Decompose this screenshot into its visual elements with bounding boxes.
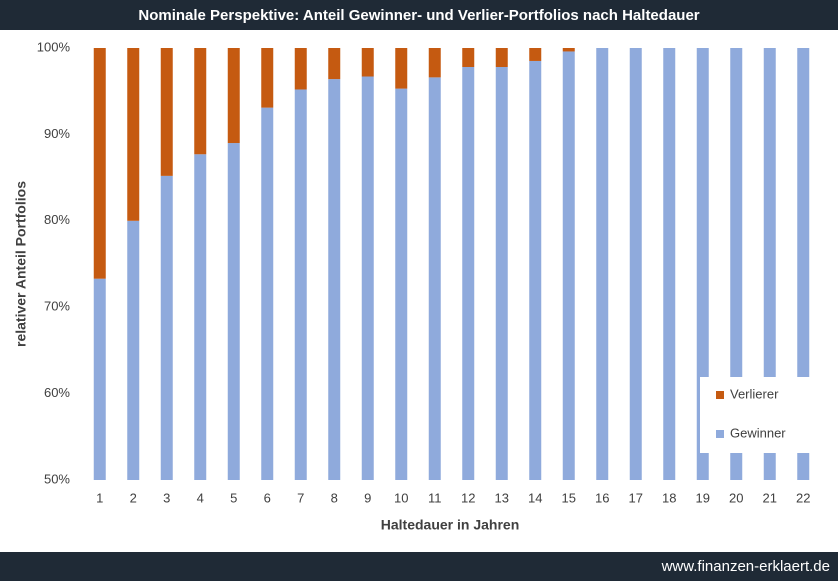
x-tick-label: 9 [364,490,371,505]
bar-segment [696,48,709,480]
bar-segment [127,220,140,481]
y-tick-label: 60% [44,385,70,400]
bar-segment [328,79,341,480]
bar-segment [763,48,776,480]
bar-segment [194,48,207,155]
x-tick-label: 8 [331,490,338,505]
legend-label: Verlierer [730,386,779,401]
bar-segment [160,48,173,176]
x-tick-label: 3 [163,490,170,505]
bar-segment [261,107,274,480]
bar-segment [395,88,408,480]
x-tick-label: 19 [696,490,710,505]
y-axis-title: relativer Anteil Portfolios [13,181,29,347]
legend-swatch [716,391,724,399]
bar-segment [395,48,408,89]
bar-segment [462,48,475,68]
legend-swatch [716,430,724,438]
bar-segment [160,175,173,480]
x-tick-label: 11 [428,490,442,505]
x-axis-title: Haltedauer in Jahren [381,517,520,533]
bar-segment [495,48,508,68]
x-tick-label: 21 [763,490,777,505]
x-tick-label: 17 [629,490,643,505]
x-tick-label: 4 [197,490,204,505]
chart-title: Nominale Perspektive: Anteil Gewinner- u… [138,7,699,24]
bar-segment [93,48,106,279]
bar-segment [629,48,642,480]
y-tick-label: 80% [44,212,70,227]
bar-segment [328,48,341,80]
bar-segment [428,77,441,480]
bar-segment [462,67,475,481]
bar-segment [529,60,542,481]
title-bar [0,0,838,30]
bar-segment [261,48,274,108]
x-tick-label: 1 [96,490,103,505]
bar-segment [596,48,609,480]
bar-segment [663,48,676,480]
bar-segment [529,48,542,61]
x-tick-label: 12 [461,490,475,505]
bar-segment [361,48,374,77]
x-tick-label: 5 [230,490,237,505]
legend-label: Gewinner [730,425,786,440]
bar-segment [730,48,743,480]
x-tick-label: 22 [796,490,810,505]
bar-segment [294,89,307,481]
bar-segment [294,48,307,90]
y-tick-label: 90% [44,126,70,141]
x-tick-label: 7 [297,490,304,505]
bar-segment [428,48,441,78]
y-tick-label: 50% [44,471,70,486]
bar-segment [227,143,240,481]
bar-segment [361,76,374,481]
x-tick-label: 2 [130,490,137,505]
x-tick-label: 6 [264,490,271,505]
bar-segment [562,48,575,52]
x-tick-label: 18 [662,490,676,505]
x-tick-label: 14 [528,490,542,505]
legend-box [700,377,828,453]
bar-segment [127,48,140,221]
x-tick-label: 13 [495,490,509,505]
bar-segment [227,48,240,144]
y-tick-label: 100% [37,39,71,54]
x-tick-label: 15 [562,490,576,505]
bar-segment [194,154,207,480]
x-tick-label: 10 [394,490,408,505]
x-tick-label: 20 [729,490,743,505]
footer-text: www.finanzen-erklaert.de [661,558,830,575]
bar-segment [93,278,106,480]
bar-segment [495,67,508,481]
bar-segment [562,51,575,481]
footer-bar [0,552,838,581]
y-tick-label: 70% [44,299,70,314]
x-tick-label: 16 [595,490,609,505]
bar-segment [797,48,810,480]
